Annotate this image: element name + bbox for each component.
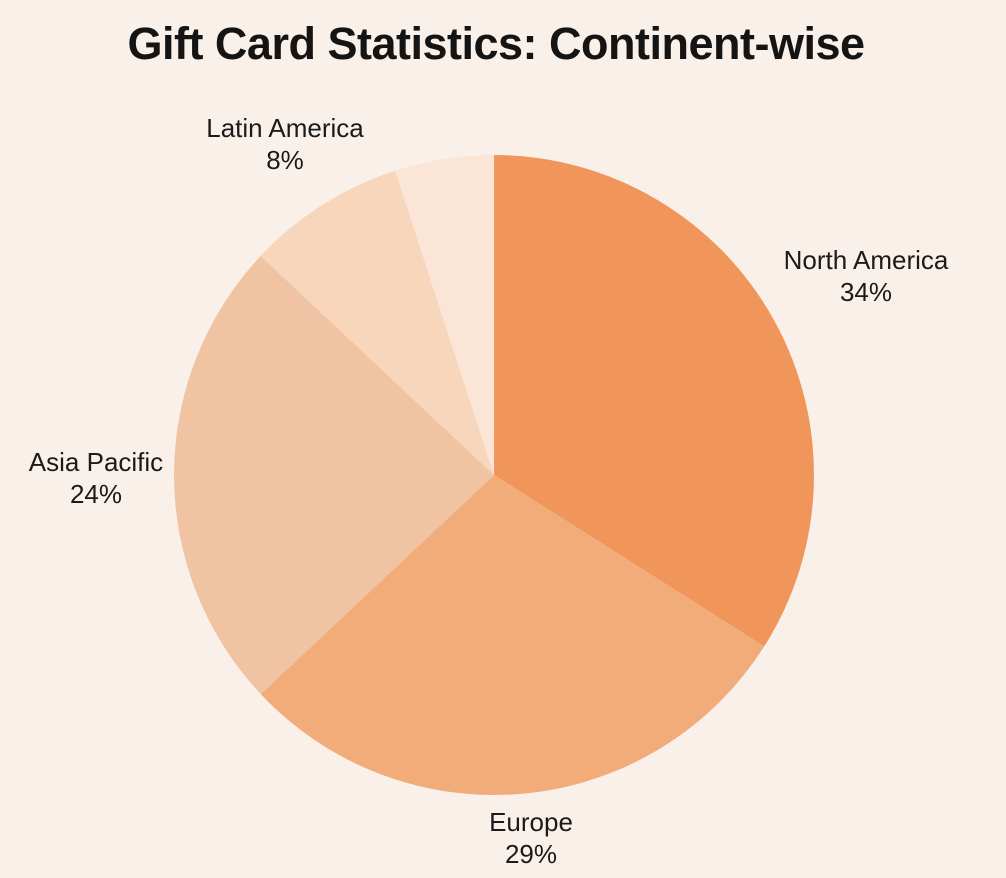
slice-label-percent: 29% xyxy=(504,839,558,869)
slice-label-name: Asia Pacific xyxy=(28,447,164,477)
slice-label-name: Latin America xyxy=(206,113,364,143)
chart-title: Gift Card Statistics: Continent-wise xyxy=(127,18,865,69)
slice-label-latin-america: Latin America 8% xyxy=(206,112,364,176)
slice-label-name: Europe xyxy=(489,807,573,837)
pie-slice-europe xyxy=(260,475,765,795)
pie-slice-north-america xyxy=(494,155,814,647)
pie-slice-latin-america xyxy=(260,170,494,475)
slice-label-name: North America xyxy=(783,245,949,275)
slice-label-percent: 34% xyxy=(839,277,893,307)
slice-label-europe: Europe 29% xyxy=(489,806,573,870)
slice-label-asia-pacific: Asia Pacific 24% xyxy=(29,446,163,510)
pie-slice-asia-pacific xyxy=(173,255,494,695)
slice-label-north-america: North America 34% xyxy=(784,244,949,308)
slice-label-percent: 8% xyxy=(266,145,304,175)
pie-slice-unlabeled xyxy=(395,155,494,475)
slice-label-percent: 24% xyxy=(69,479,123,509)
